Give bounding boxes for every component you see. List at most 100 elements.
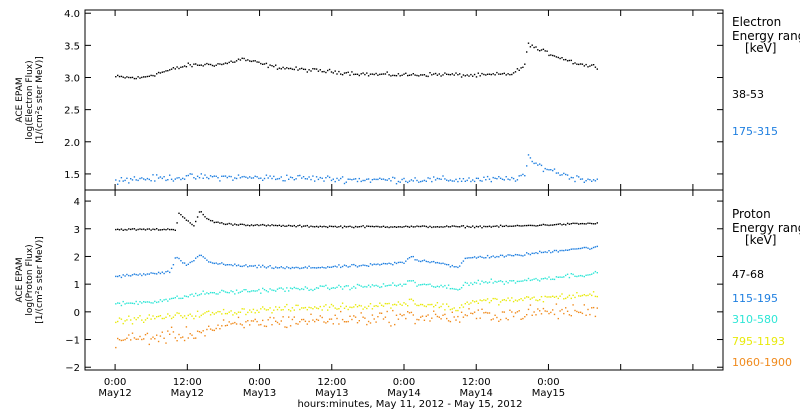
- proton-data-point: [204, 257, 206, 259]
- proton-data-point: [442, 303, 444, 305]
- electron-data-point: [258, 61, 260, 63]
- proton-data-point: [550, 224, 552, 226]
- electron-data-point: [388, 178, 390, 180]
- xtick-label-date: May13: [315, 388, 348, 399]
- proton-data-point: [416, 259, 418, 261]
- proton-data-point: [332, 265, 334, 268]
- proton-data-point: [208, 218, 210, 221]
- proton-data-point: [384, 316, 387, 318]
- proton-data-point: [247, 266, 249, 268]
- proton-data-point: [591, 273, 593, 275]
- electron-data-point: [488, 178, 491, 180]
- electron-data-point: [514, 71, 517, 73]
- proton-data-point: [371, 308, 374, 310]
- proton-data-point: [423, 259, 426, 261]
- proton-data-point: [250, 265, 253, 267]
- proton-data-point: [594, 246, 597, 248]
- electron-data-point: [488, 73, 491, 75]
- proton-data-point: [529, 304, 532, 306]
- proton-data-point: [161, 331, 163, 333]
- proton-data-point: [494, 297, 496, 300]
- proton-data-point: [340, 225, 342, 227]
- proton-data-point: [131, 332, 134, 334]
- electron-data-point: [377, 178, 379, 181]
- electron-data-point: [568, 59, 571, 62]
- proton-data-point: [267, 309, 269, 311]
- proton-data-point: [585, 314, 587, 316]
- proton-data-point: [371, 225, 374, 228]
- proton-data-point: [193, 225, 195, 227]
- electron-data-point: [438, 178, 440, 180]
- proton-data-point: [176, 312, 178, 314]
- proton-data-point: [317, 319, 320, 321]
- proton-data-point: [561, 276, 563, 278]
- proton-data-point: [544, 251, 546, 253]
- electron-data-point: [118, 180, 121, 182]
- electron-data-point: [222, 63, 225, 65]
- proton-data-point: [133, 273, 136, 275]
- proton-data-point: [250, 224, 253, 226]
- proton-data-point: [366, 323, 368, 326]
- electron-data-point: [206, 176, 208, 179]
- electron-data-point: [234, 61, 236, 63]
- proton-data-point: [341, 302, 344, 304]
- electron-data-point: [537, 49, 539, 51]
- proton-data-point: [150, 229, 152, 231]
- proton-legend-title-3: [keV]: [745, 233, 776, 247]
- proton-data-point: [540, 224, 543, 226]
- electron-data-point: [321, 71, 323, 73]
- electron-legend-title-3: [keV]: [745, 41, 776, 55]
- proton-data-point: [386, 285, 388, 287]
- proton-data-point: [496, 255, 498, 258]
- electron-data-point: [143, 178, 145, 180]
- proton-ylabel-line-2: log(Proton Flux): [25, 244, 35, 315]
- proton-data-point: [401, 261, 403, 264]
- proton-data-point: [416, 285, 418, 287]
- electron-data-point: [334, 180, 336, 183]
- proton-data-point: [304, 306, 307, 309]
- proton-data-point: [531, 314, 533, 316]
- proton-data-point: [187, 263, 189, 265]
- proton-data-point: [488, 257, 491, 259]
- proton-data-point: [330, 225, 333, 228]
- electron-data-point: [163, 176, 165, 178]
- proton-data-point: [308, 306, 310, 309]
- proton-data-point: [591, 222, 593, 225]
- proton-data-point: [557, 276, 559, 278]
- proton-data-point: [334, 314, 336, 316]
- proton-data-point: [345, 226, 347, 228]
- proton-data-point: [301, 318, 303, 321]
- proton-data-point: [323, 321, 325, 323]
- proton-data-point: [535, 314, 537, 316]
- proton-data-point: [405, 303, 407, 305]
- electron-data-point: [241, 57, 243, 59]
- proton-data-point: [501, 311, 504, 313]
- proton-data-point: [472, 312, 474, 315]
- proton-data-point: [535, 299, 537, 301]
- proton-data-point: [334, 225, 336, 228]
- electron-data-point: [379, 177, 381, 179]
- proton-legend-title-2: Energy ranges: [732, 221, 800, 235]
- proton-data-point: [282, 316, 284, 318]
- proton-data-point: [583, 294, 585, 296]
- proton-data-point: [477, 256, 479, 258]
- proton-data-point: [245, 289, 247, 291]
- proton-data-point: [366, 265, 368, 267]
- proton-data-point: [141, 274, 143, 277]
- proton-data-point: [492, 318, 494, 320]
- proton-data-point: [364, 317, 366, 319]
- proton-ytick-label: 1: [74, 280, 80, 291]
- proton-data-point: [367, 320, 370, 323]
- proton-data-point: [291, 266, 294, 269]
- electron-data-point: [239, 59, 242, 61]
- electron-data-point: [561, 57, 563, 59]
- proton-data-point: [509, 280, 511, 282]
- proton-data-point: [182, 297, 184, 299]
- electron-data-point: [139, 177, 141, 180]
- proton-data-point: [302, 307, 305, 309]
- electron-data-point: [477, 177, 479, 180]
- proton-data-point: [317, 226, 320, 228]
- proton-data-point: [592, 291, 595, 293]
- proton-data-point: [392, 226, 394, 228]
- proton-data-point: [414, 226, 416, 228]
